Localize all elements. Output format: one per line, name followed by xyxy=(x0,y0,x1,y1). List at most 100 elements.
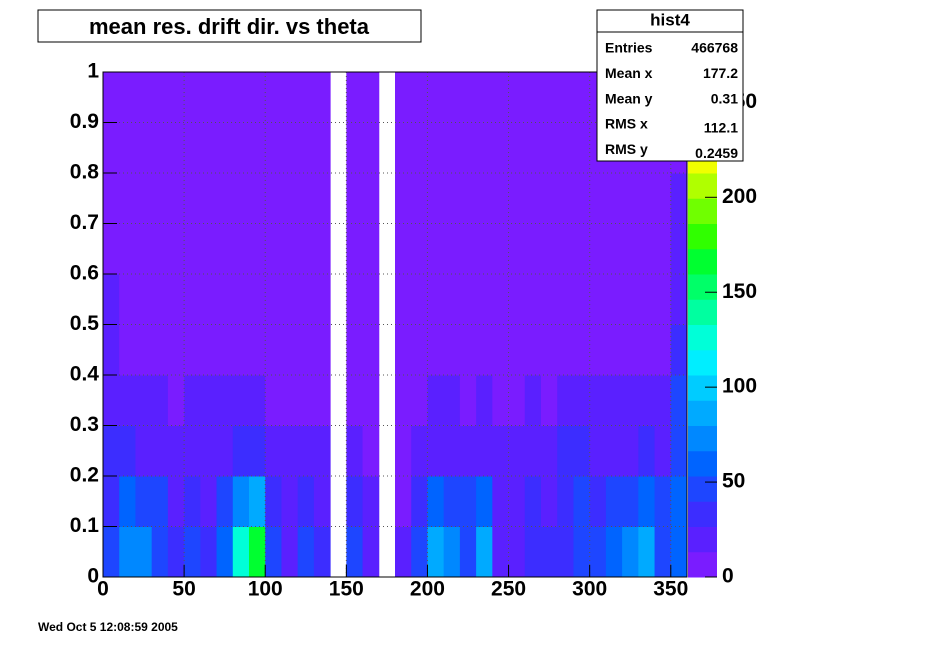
color-band xyxy=(688,526,717,553)
heat-cell xyxy=(184,526,201,578)
heat-cell xyxy=(492,223,510,275)
heat-cell xyxy=(459,274,477,325)
heat-cell xyxy=(362,425,380,477)
heat-cell xyxy=(135,72,153,123)
x-tick-label: 200 xyxy=(410,578,445,601)
heat-cell xyxy=(265,375,282,426)
heat-cell xyxy=(184,274,201,325)
y-tick-label: 0.1 xyxy=(70,514,100,537)
heat-cell xyxy=(557,476,574,527)
heat-cell xyxy=(395,173,412,224)
heat-cell xyxy=(232,324,250,376)
heat-cell xyxy=(151,173,169,224)
heat-cell xyxy=(443,173,461,224)
heat-cell xyxy=(232,476,250,527)
heat-cell xyxy=(557,274,574,325)
heat-cell xyxy=(459,223,477,275)
heat-cell xyxy=(476,324,493,376)
heat-cell xyxy=(119,425,136,477)
heat-cell xyxy=(184,375,201,426)
heat-cell xyxy=(654,173,672,224)
color-band xyxy=(688,375,717,401)
heat-cell xyxy=(459,122,477,174)
heat-cell xyxy=(670,526,688,578)
heat-cell xyxy=(557,526,574,578)
heat-cell xyxy=(508,223,526,275)
heat-cell xyxy=(459,324,477,376)
heat-cell xyxy=(654,274,672,325)
heat-cell xyxy=(151,72,169,123)
heat-cell xyxy=(281,72,299,123)
heat-cell xyxy=(524,223,542,275)
heat-cell xyxy=(281,476,299,527)
y-tick-label: 0 xyxy=(87,565,99,588)
heat-cell xyxy=(573,476,591,527)
heat-cell xyxy=(346,223,364,275)
heat-cell xyxy=(297,324,315,376)
heat-cell xyxy=(573,425,591,477)
heat-cell xyxy=(200,425,218,477)
heat-cell xyxy=(265,324,282,376)
heat-cell xyxy=(443,274,461,325)
heat-cell xyxy=(167,72,185,123)
heat-cell xyxy=(443,375,461,426)
heat-cell xyxy=(557,223,574,275)
heat-cell xyxy=(151,425,169,477)
heat-cell xyxy=(119,274,136,325)
heat-cell xyxy=(103,476,120,527)
heat-cell xyxy=(395,324,412,376)
heat-cell xyxy=(281,223,299,275)
chart-title: mean res. drift dir. vs theta xyxy=(89,14,370,39)
heat-cell xyxy=(605,476,623,527)
heat-cell xyxy=(216,72,234,123)
heat-cell xyxy=(167,274,185,325)
heat-cell xyxy=(135,274,153,325)
heat-cell xyxy=(232,425,250,477)
heat-cell xyxy=(362,476,380,527)
heat-cell xyxy=(638,173,656,224)
z-tick-label: 50 xyxy=(722,470,745,493)
heat-cell xyxy=(346,274,364,325)
heat-cell xyxy=(492,274,510,325)
heat-cell xyxy=(200,375,218,426)
heat-cell xyxy=(411,223,428,275)
heat-cell xyxy=(313,173,331,224)
heat-cell xyxy=(492,425,510,477)
heat-cell xyxy=(167,173,185,224)
heat-cell xyxy=(476,223,493,275)
heat-cell xyxy=(508,375,526,426)
heat-cell xyxy=(362,375,380,426)
heat-cell xyxy=(167,122,185,174)
heat-cell xyxy=(216,526,234,578)
heat-cell xyxy=(313,72,331,123)
heat-cell xyxy=(216,274,234,325)
heat-cell xyxy=(427,324,445,376)
heat-cell xyxy=(265,173,282,224)
x-tick-label: 300 xyxy=(572,578,607,601)
heat-cell xyxy=(476,476,493,527)
heat-cell xyxy=(200,122,218,174)
heat-cell xyxy=(573,274,591,325)
heat-cell xyxy=(346,173,364,224)
heat-cell xyxy=(119,122,136,174)
heat-cell xyxy=(605,173,623,224)
heat-cell xyxy=(670,476,688,527)
heat-cell xyxy=(395,526,412,578)
heat-cell xyxy=(670,274,688,325)
heat-cell xyxy=(459,173,477,224)
heat-cell xyxy=(184,425,201,477)
heat-cell xyxy=(216,476,234,527)
heat-cell xyxy=(638,223,656,275)
heat-cell xyxy=(119,324,136,376)
heat-cell xyxy=(216,375,234,426)
heat-cell xyxy=(427,476,445,527)
heat-cell xyxy=(622,375,639,426)
heat-cell xyxy=(443,476,461,527)
heat-cell xyxy=(281,375,299,426)
heat-cell xyxy=(362,324,380,376)
heat-cell xyxy=(411,375,428,426)
heat-cell xyxy=(589,173,607,224)
heat-cell xyxy=(589,375,607,426)
heat-cell xyxy=(492,72,510,123)
heat-cell xyxy=(151,324,169,376)
